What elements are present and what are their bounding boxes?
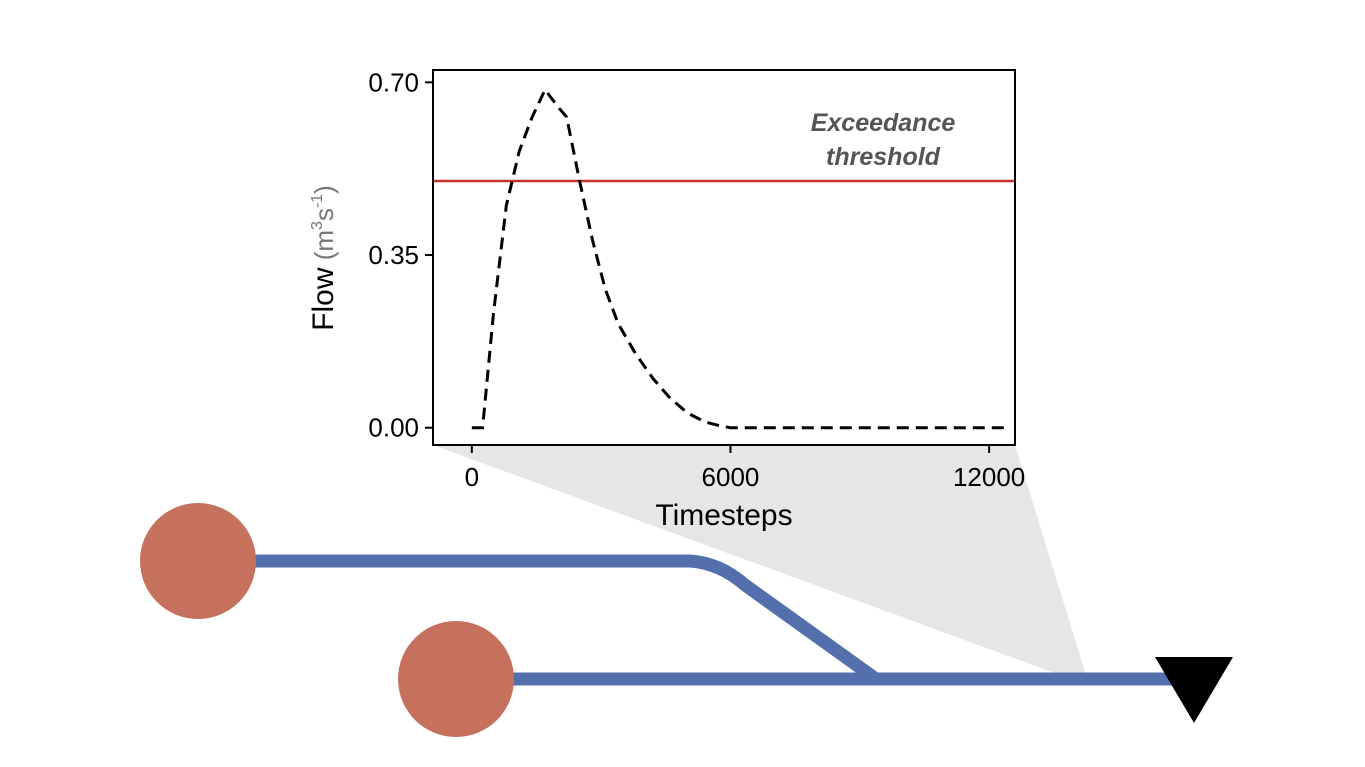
y-axis-unit-base: m: [309, 230, 339, 252]
y-tick-label: 0.70: [368, 67, 419, 97]
x-axis-title: Timesteps: [655, 499, 792, 532]
y-axis-unit-close: ): [309, 185, 339, 194]
y-axis: 0.00 0.35 0.70: [368, 67, 433, 442]
upstream-source-node: [140, 503, 256, 619]
y-axis-unit-mid: s: [309, 208, 339, 221]
x-tick-label: 0: [465, 462, 479, 492]
downstream-source-node: [398, 621, 514, 737]
x-tick-label: 12000: [953, 462, 1025, 492]
y-axis-title: Flow: [307, 267, 340, 331]
upper-tributary-pipe: [198, 561, 876, 679]
threshold-annotation-line1: Exceedance: [811, 109, 956, 137]
y-axis-unit-exp1: 3: [309, 221, 326, 230]
y-axis-title-text: Flow (m3s-1): [307, 185, 340, 331]
threshold-annotation-line2: threshold: [826, 143, 941, 171]
x-tick-label: 6000: [702, 462, 760, 492]
y-axis-unit-open: (: [309, 251, 339, 267]
y-tick-label: 0.35: [368, 240, 419, 270]
y-tick-label: 0.00: [368, 413, 419, 443]
outlet-triangle-icon: [1155, 657, 1233, 723]
y-axis-unit-exp2: -1: [309, 194, 326, 208]
y-axis-title-group: Flow (m3s-1): [307, 185, 340, 331]
